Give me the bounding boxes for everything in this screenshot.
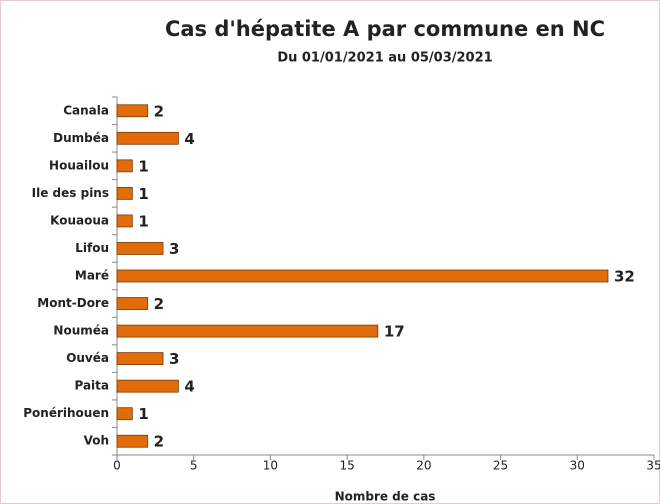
y-tick-label: Nouméa — [53, 324, 109, 338]
value-label: 4 — [184, 378, 194, 396]
value-label: 3 — [169, 240, 179, 258]
y-tick-label: Mont-Dore — [37, 296, 109, 310]
bar — [116, 131, 179, 145]
value-label: 1 — [138, 185, 148, 203]
value-label: 3 — [169, 350, 179, 368]
x-tick-label: 20 — [416, 459, 431, 473]
bar — [116, 214, 133, 228]
y-tick-label: Houailou — [49, 158, 109, 172]
x-tick-label: 15 — [340, 459, 355, 473]
bar — [116, 242, 164, 255]
y-tick-label: Paita — [74, 379, 109, 393]
y-tick-label: Dumbéa — [53, 131, 109, 145]
bar — [116, 269, 609, 283]
value-label: 2 — [154, 295, 164, 313]
y-tick-label: Kouaoua — [50, 213, 109, 227]
chart-title: Cas d'hépatite A par commune en NC — [165, 17, 605, 41]
y-tick-label: Ouvéa — [66, 351, 109, 365]
x-tick-label: 25 — [493, 459, 508, 473]
value-label: 2 — [154, 433, 164, 451]
value-label: 4 — [184, 130, 194, 148]
value-label: 32 — [614, 268, 635, 286]
y-tick-label: Maré — [75, 269, 109, 283]
bar — [116, 434, 149, 448]
y-tick-label: Voh — [84, 434, 109, 448]
x-tick-label: 35 — [646, 459, 660, 473]
value-label: 1 — [138, 212, 148, 230]
bar — [116, 379, 179, 393]
bar — [116, 297, 149, 310]
value-label: 17 — [384, 323, 405, 341]
chart-subtitle: Du 01/01/2021 au 05/03/2021 — [277, 51, 492, 66]
x-tick-label: 10 — [263, 459, 278, 473]
x-axis-label: Nombre de cas — [335, 490, 436, 504]
y-tick-label: Lifou — [75, 241, 109, 255]
bar — [116, 324, 379, 338]
y-tick-label: Ponérihouen — [23, 406, 109, 420]
y-tick-label: Canala — [63, 103, 109, 117]
bar — [116, 407, 133, 421]
bar — [116, 186, 133, 200]
value-label: 1 — [138, 157, 148, 175]
y-tick-label: Ile des pins — [32, 186, 109, 200]
value-label: 2 — [154, 102, 164, 120]
x-tick-label: 30 — [570, 459, 585, 473]
value-label: 1 — [138, 405, 148, 423]
x-tick-label: 5 — [190, 459, 198, 473]
bar — [116, 352, 164, 366]
bar — [116, 104, 149, 118]
x-tick-label: 0 — [113, 459, 121, 473]
bar — [116, 159, 133, 173]
